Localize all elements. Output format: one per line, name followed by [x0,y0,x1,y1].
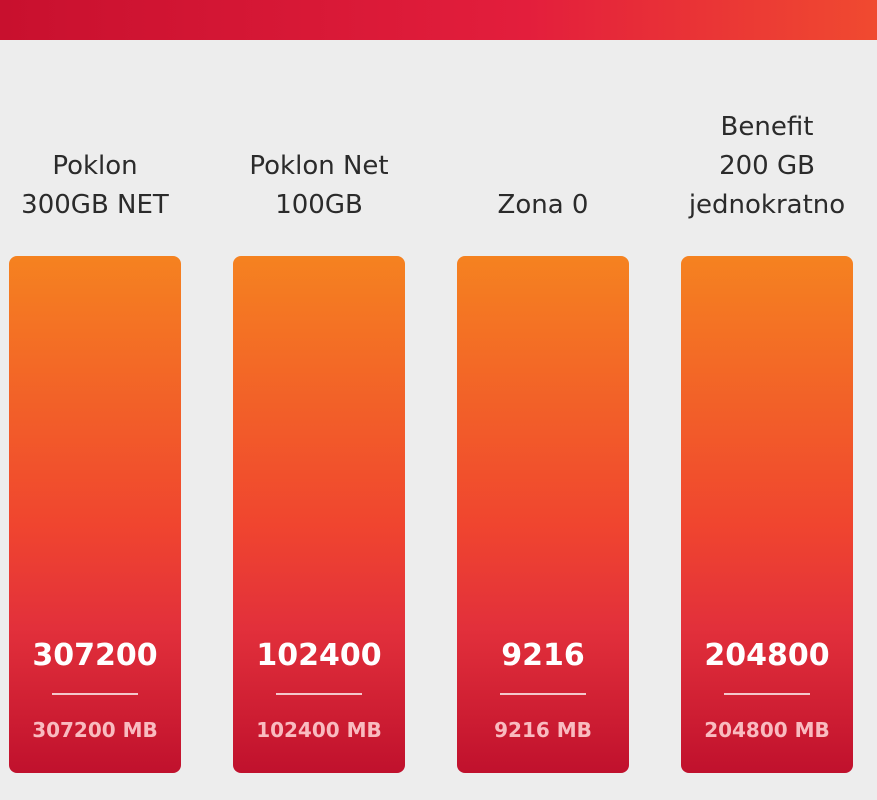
package-size-label: 102400 MB [256,718,382,742]
package-bar[interactable] [233,256,405,773]
package-title: Benefit 200 GB jednokratno [688,112,846,220]
package-bar[interactable] [9,256,181,773]
package-bar[interactable] [681,256,853,773]
package-divider [276,693,362,695]
package-card-poklon-net-100gb[interactable]: Poklon Net 100GB 102400 102400 MB [233,40,405,773]
package-title: Poklon Net 100GB [249,151,389,220]
package-value: 102400 [256,638,382,673]
package-card-zona-0[interactable]: Zona 0 9216 9216 MB [457,40,629,773]
package-divider [500,693,586,695]
package-card-poklon-300gb-net[interactable]: Poklon 300GB NET 307200 307200 MB [9,40,181,773]
package-size-label: 9216 MB [494,718,592,742]
package-bar[interactable] [457,256,629,773]
package-value: 204800 [704,638,830,673]
package-size-label: 204800 MB [704,718,830,742]
package-value: 9216 [501,638,585,673]
package-title: Poklon 300GB NET [21,151,169,220]
data-packages-list: Poklon 300GB NET 307200 307200 MB Poklon… [0,40,877,800]
package-divider [52,693,138,695]
package-divider [724,693,810,695]
package-value: 307200 [32,638,158,673]
header-bar [0,0,877,40]
package-card-benefit-200gb[interactable]: Benefit 200 GB jednokratno 204800 204800… [681,40,853,773]
package-title: Zona 0 [497,190,589,220]
package-size-label: 307200 MB [32,718,158,742]
